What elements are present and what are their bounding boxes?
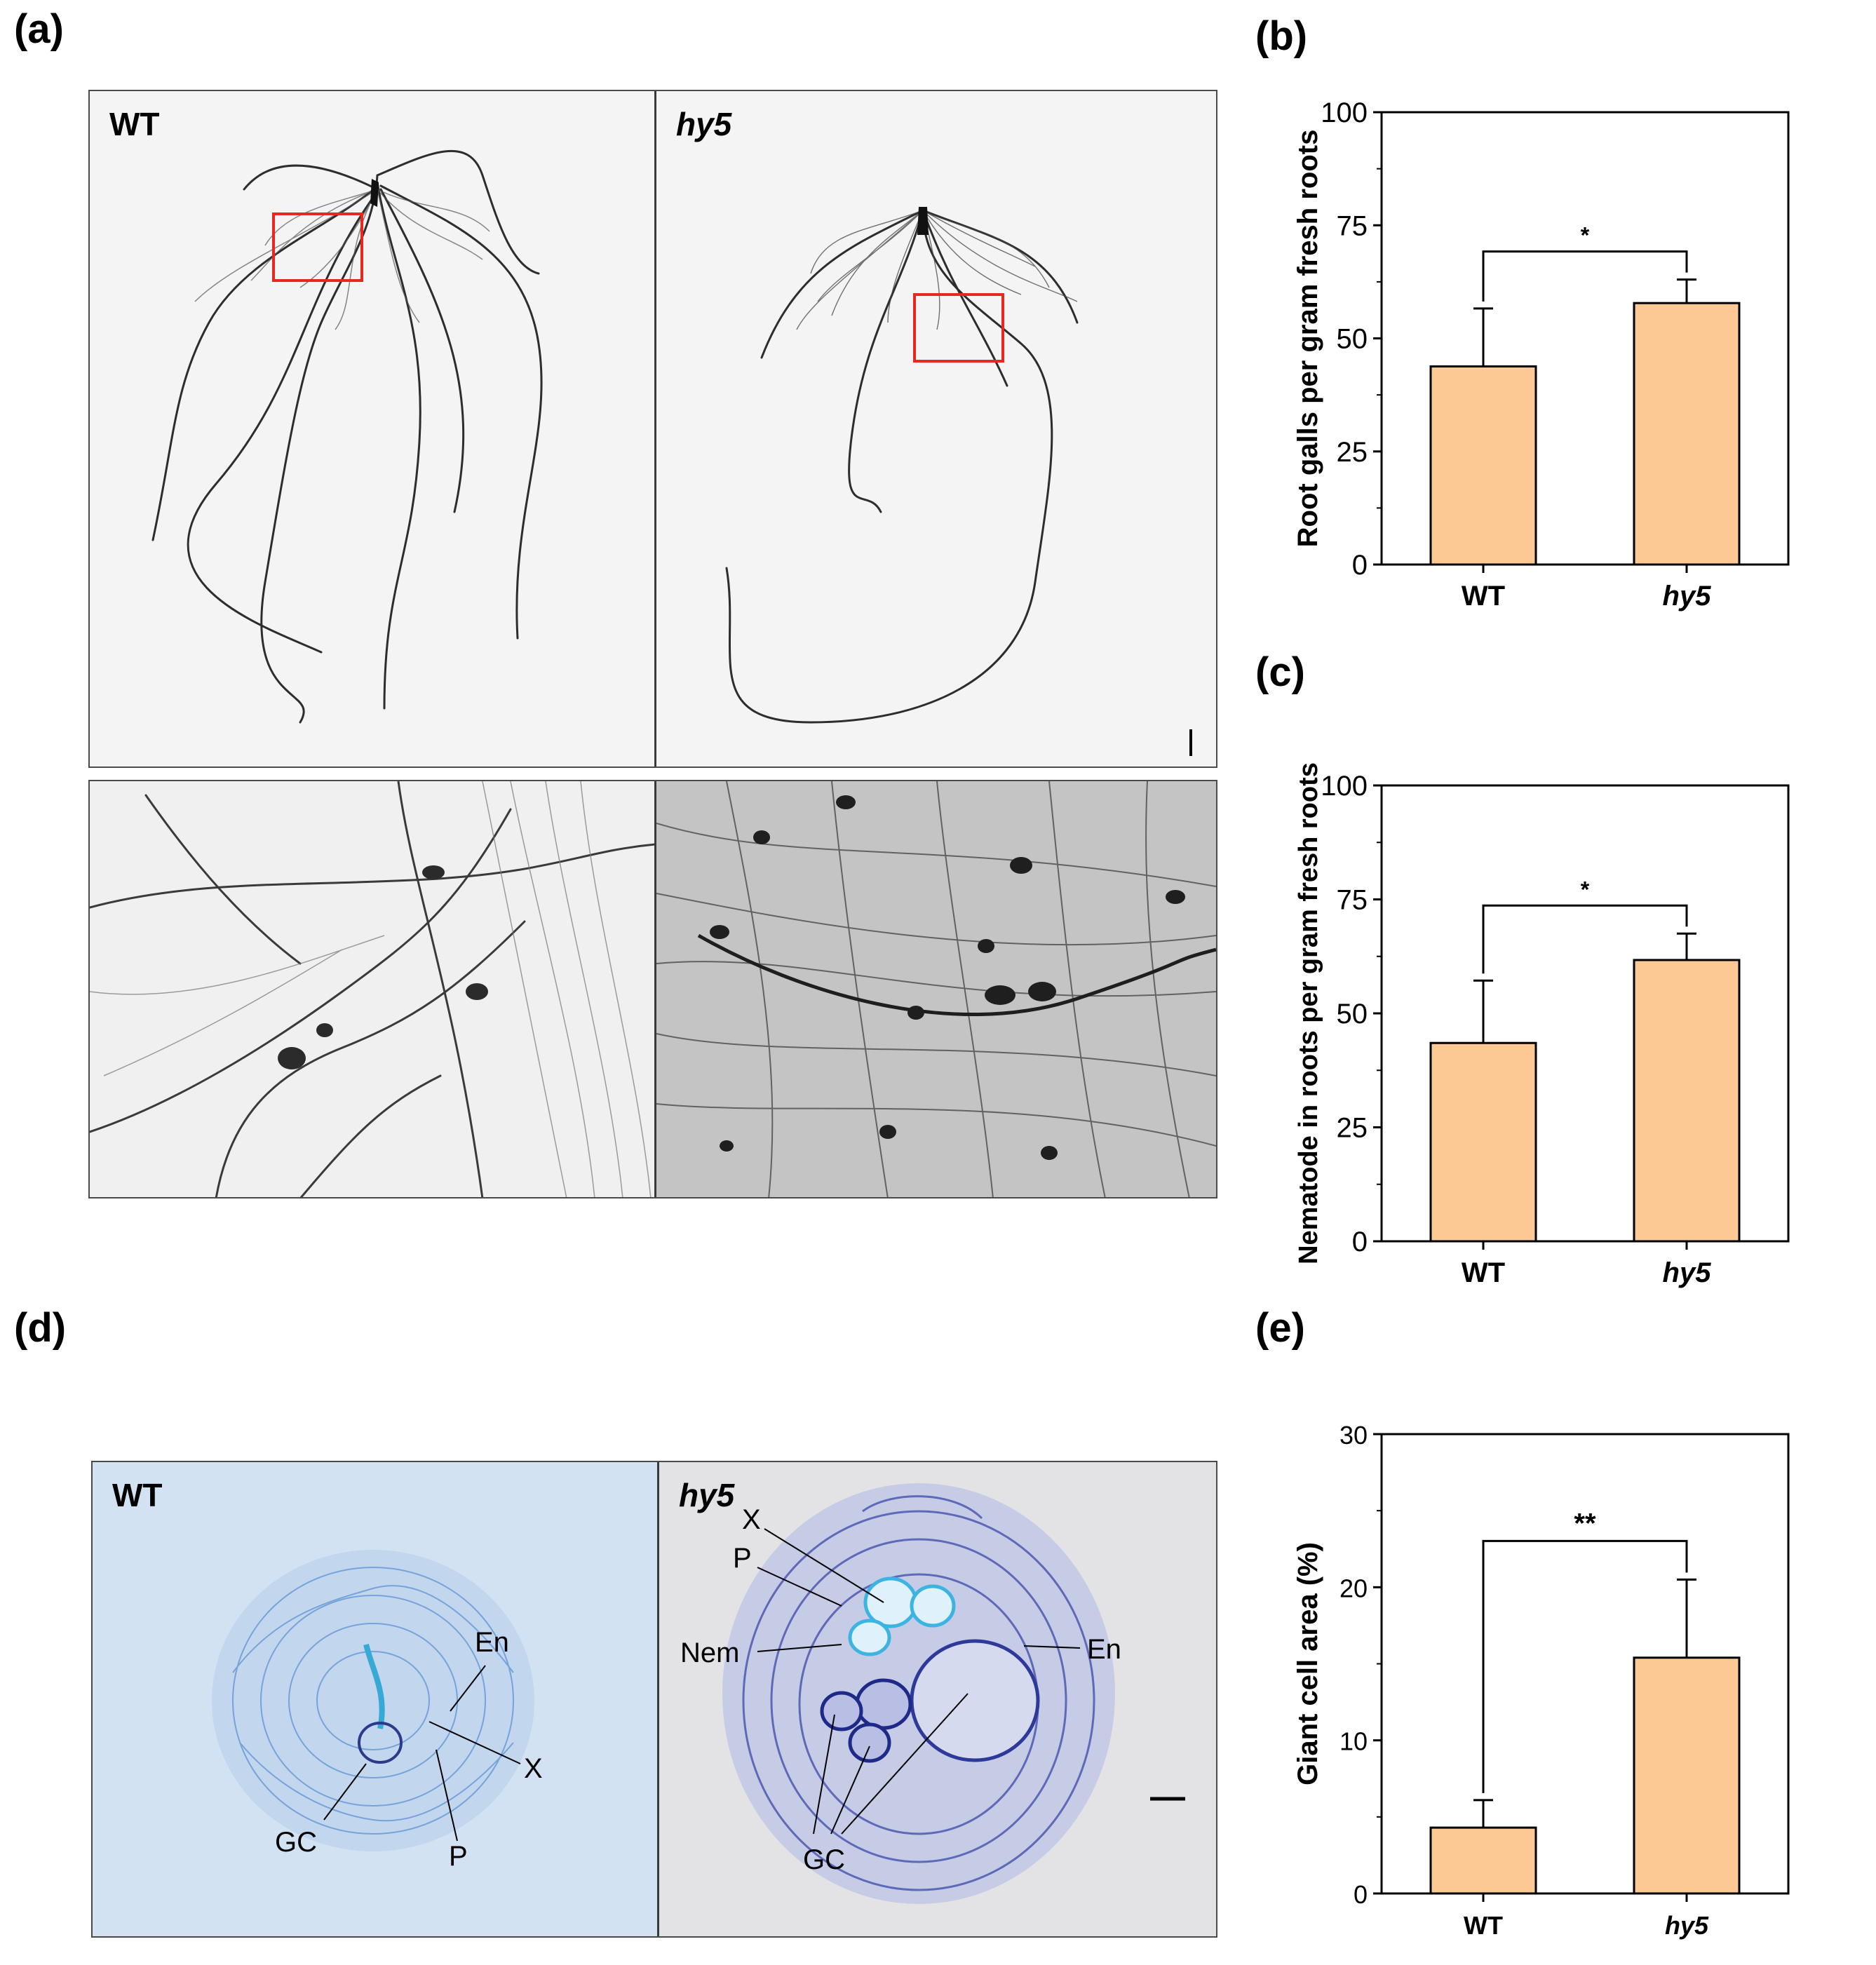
wt-gall-closeup (90, 781, 655, 1197)
hy5-section-photo: X P Nem GC En hy5 (659, 1462, 1216, 1936)
section-divider (657, 1462, 659, 1936)
chart-b-significance-bracket (1482, 250, 1688, 302)
photo-divider (654, 91, 656, 767)
gall-closeup-photo-pair (88, 780, 1217, 1198)
chart-b-xtick-label-hy5: hy5 (1663, 581, 1712, 612)
chart-b-ytick-label: 0 (1352, 550, 1368, 581)
hy5-x-label: X (742, 1504, 761, 1535)
chart-b-significance-label: * (1581, 223, 1590, 248)
chart-b-bar-hy5 (1633, 302, 1741, 566)
chart-e-ytick-label: 30 (1339, 1421, 1368, 1450)
chart-c-ytick-label: 100 (1321, 771, 1368, 802)
chart-b-ytick-label: 75 (1337, 210, 1368, 241)
chart-e-ytick-label: 10 (1339, 1727, 1368, 1756)
chart-b-ytick-label: 100 (1321, 97, 1368, 128)
chart-c-ytick-label: 25 (1337, 1113, 1368, 1144)
hy5-root-label: hy5 (676, 106, 732, 142)
chart-e-ylabel: Giant cell area (%) (1293, 1542, 1323, 1785)
chart-b-xtick-label-wt: WT (1462, 581, 1505, 612)
wt-p-label: P (449, 1841, 468, 1872)
hy5-root-system-photo: hy5 (656, 91, 1216, 767)
chart-e-ytick-label: 20 (1339, 1574, 1368, 1602)
chart-e-bar-wt (1429, 1826, 1537, 1895)
hy5-nem-label: Nem (680, 1638, 739, 1668)
chart-c-ytick-label: 50 (1337, 999, 1368, 1029)
wt-root-system-photo: WT (90, 91, 655, 767)
wt-section-label: WT (112, 1477, 163, 1513)
chart-e-bar-hy5 (1633, 1656, 1741, 1895)
wt-section-photo: En X GC P WT (93, 1462, 658, 1936)
chart-e-xtick-label-wt: WT (1464, 1911, 1503, 1940)
histology-section-pair: En X GC P WT (91, 1461, 1217, 1938)
panel-letter-d: (d) (14, 1305, 67, 1351)
giant-cell-area-bar-chart: 0 10 20 30 Giant cell area (%) WT hy5 ** (1293, 1421, 1790, 1940)
hy5-p-label: P (733, 1543, 752, 1574)
chart-b-bar-wt (1429, 365, 1537, 566)
root-system-photo-pair: WT (88, 90, 1217, 768)
panel-letter-c: (c) (1255, 649, 1305, 695)
chart-c-ytick-label: 0 (1352, 1227, 1368, 1257)
chart-c-xtick-label-hy5: hy5 (1663, 1257, 1712, 1288)
hy5-zoom-region-frame (913, 293, 1004, 363)
chart-b-ytick-label: 25 (1337, 437, 1368, 468)
chart-c-ylabel: Nematode in roots per gram fresh roots (1294, 762, 1323, 1264)
panel-letter-a: (a) (14, 6, 64, 52)
chart-e-ytick-label: 0 (1354, 1880, 1368, 1909)
hy5-gall-closeup (656, 781, 1216, 1197)
wt-gc-label: GC (275, 1827, 317, 1858)
chart-e-significance-bracket (1482, 1539, 1688, 1793)
chart-c-ytick-label: 75 (1337, 885, 1368, 916)
hy5-gc-label: GC (803, 1844, 845, 1875)
chart-c-xtick-label-wt: WT (1462, 1257, 1505, 1288)
chart-c-bar-wt (1429, 1041, 1537, 1243)
chart-c-significance-bracket (1482, 904, 1688, 974)
chart-e-xtick-label-hy5: hy5 (1665, 1911, 1709, 1940)
chart-b-ytick-label: 50 (1337, 324, 1368, 355)
chart-c-bar-hy5 (1633, 959, 1741, 1243)
panel-letter-e: (e) (1255, 1305, 1305, 1351)
hy5-en-label: En (1087, 1634, 1121, 1665)
wt-x-label: X (524, 1753, 543, 1784)
chart-b-ylabel: Root galls per gram fresh roots (1293, 130, 1323, 548)
panel-letter-b: (b) (1255, 13, 1308, 59)
wt-zoom-region-frame (272, 212, 363, 282)
chart-e-significance-label: ** (1574, 1508, 1596, 1539)
hy5-section-label: hy5 (679, 1477, 735, 1513)
wt-root-label: WT (109, 106, 160, 142)
wt-en-label: En (475, 1627, 509, 1658)
chart-c-significance-label: * (1581, 877, 1590, 902)
closeup-divider (654, 781, 656, 1197)
